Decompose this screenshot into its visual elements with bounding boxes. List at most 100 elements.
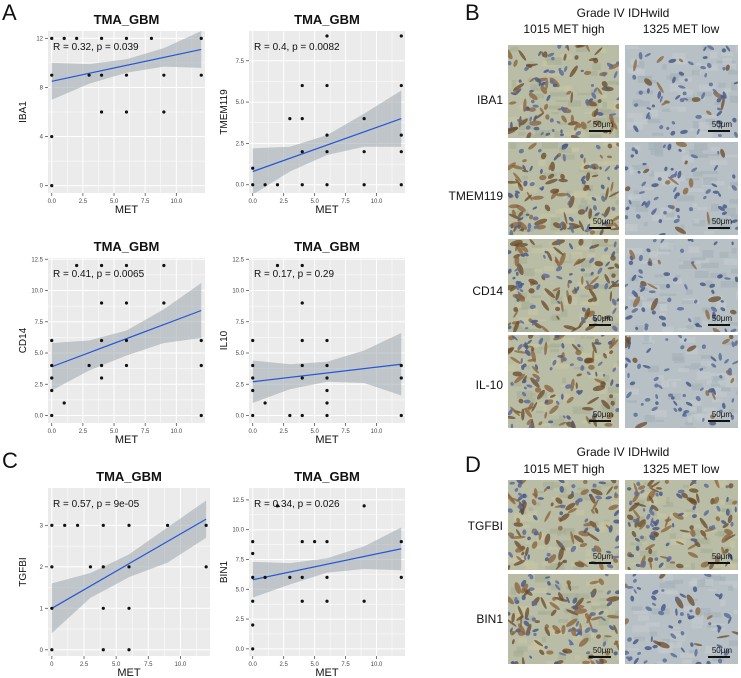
ihc-micrograph: 50μm <box>625 335 738 428</box>
data-point <box>62 36 66 40</box>
y-axis-label: IL10 <box>219 330 230 350</box>
chart-title: TMA_GBM <box>294 469 360 484</box>
data-point <box>251 183 255 187</box>
data-point <box>251 413 255 418</box>
data-point <box>124 338 129 343</box>
data-point <box>127 606 131 610</box>
data-point <box>300 540 304 544</box>
data-point <box>399 575 403 579</box>
scale-bar-label: 50μm <box>711 410 732 419</box>
data-point <box>251 338 255 343</box>
data-point <box>199 338 203 343</box>
data-point <box>124 263 129 268</box>
data-point <box>99 338 104 343</box>
y-tick-label: 5.0 <box>35 351 44 357</box>
data-point <box>165 523 170 527</box>
data-point <box>127 565 131 569</box>
data-point <box>399 34 403 38</box>
y-tick-label: 3 <box>40 523 44 529</box>
data-point <box>199 413 203 418</box>
ihc-micrograph: 50μm <box>508 45 619 138</box>
ihc-b-col-low: 1325 MET low <box>642 22 720 36</box>
ihc-micrograph: 50μm <box>508 142 619 235</box>
data-point <box>251 599 255 603</box>
scale-bar-label: 50μm <box>711 217 732 226</box>
confidence-band <box>252 333 402 403</box>
stat-annotation: R = 0.34, p = 0.026 <box>254 499 340 510</box>
data-point <box>251 647 255 651</box>
data-point <box>300 83 304 88</box>
ihc-b-row-label: TMEM119 <box>448 189 503 203</box>
data-point <box>162 301 166 305</box>
panel-label-b: B <box>465 0 480 25</box>
y-tick-label: 12 <box>36 36 43 42</box>
x-axis-label: MET <box>115 434 139 446</box>
x-axis-label: MET <box>315 434 339 446</box>
x-tick-label: 0.0 <box>249 662 258 668</box>
data-point <box>127 523 131 527</box>
y-axis-label: CD14 <box>18 327 29 353</box>
scale-bar-label: 50μm <box>711 646 732 655</box>
data-point <box>162 73 166 77</box>
data-point <box>162 110 166 114</box>
data-point <box>124 73 129 77</box>
data-point <box>199 363 203 368</box>
data-point <box>325 540 329 544</box>
x-axis-label: MET <box>315 204 339 216</box>
data-point <box>362 599 366 603</box>
data-point <box>99 36 104 40</box>
scatter-plot-tmem119: 0.0 2.5 5.0 7.5 10.0 0.0 2.5 5.0 7.5 R = 0.4, p =… <box>219 12 405 216</box>
ihc-micrograph: 50μm <box>508 574 619 664</box>
data-point <box>288 117 292 121</box>
x-tick-label: 2.5 <box>279 662 288 668</box>
scatter-plot-iba1: 0.0 2.5 5.0 7.5 10.0 0 4 8 12 R = 0.32, p = 0.039… <box>18 12 205 216</box>
data-point <box>362 150 366 154</box>
data-point <box>50 36 54 40</box>
x-tick-label: 0.0 <box>249 429 258 435</box>
ihc-d-row-label: TGFBI <box>467 519 503 533</box>
data-point <box>162 263 166 268</box>
scatter-plot-cd14: 0.0 2.5 5.0 7.5 10.0 0.0 2.5 5.0 7.5 10.0 12.5 R = … <box>18 239 205 446</box>
data-point <box>399 183 403 187</box>
data-point <box>300 301 304 305</box>
data-point <box>101 523 105 527</box>
data-point <box>50 413 54 418</box>
data-point <box>199 73 203 77</box>
data-point <box>50 184 54 188</box>
x-tick-label: 10.0 <box>371 429 383 435</box>
y-tick-label: 2 <box>40 565 44 571</box>
y-axis-label: TGFBI <box>18 557 29 586</box>
stat-annotation: R = 0.57, p = 9e-05 <box>53 499 140 510</box>
data-point <box>325 338 329 343</box>
data-point <box>124 363 129 368</box>
ihc-micrograph: 50μm <box>625 574 738 664</box>
y-tick-label: 7.5 <box>35 320 44 326</box>
data-point <box>251 376 255 380</box>
y-tick-label: 2.5 <box>236 382 245 388</box>
x-tick-label: 5.0 <box>112 662 121 668</box>
ihc-d-col-low: 1325 MET low <box>642 462 720 476</box>
data-point <box>288 413 292 418</box>
data-point <box>399 540 403 544</box>
x-tick-label: 2.5 <box>79 199 88 205</box>
data-point <box>325 413 329 418</box>
ihc-micrograph: 50μm <box>508 335 619 428</box>
scale-bar-label: 50μm <box>592 646 613 655</box>
data-point <box>362 183 366 187</box>
data-point <box>50 73 54 77</box>
data-point <box>199 36 203 40</box>
y-tick-label: 4 <box>40 135 44 141</box>
data-point <box>300 413 304 418</box>
data-point <box>99 301 104 305</box>
y-tick-label: 5.0 <box>236 587 245 593</box>
x-tick-label: 0.0 <box>249 199 258 205</box>
data-point <box>87 363 91 368</box>
chart-title: TMA_GBM <box>294 239 360 254</box>
data-point <box>325 363 329 368</box>
y-tick-label: 10.0 <box>31 289 43 295</box>
y-tick-label: 8 <box>40 85 44 91</box>
y-tick-label: 0.0 <box>236 414 245 420</box>
data-point <box>399 413 403 418</box>
data-point <box>263 183 267 187</box>
